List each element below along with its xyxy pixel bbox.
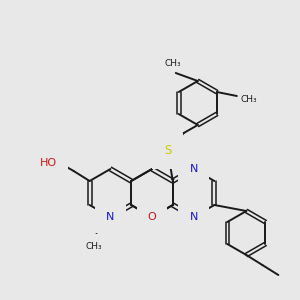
Text: N: N — [106, 212, 115, 222]
Text: N: N — [189, 212, 198, 222]
Text: S: S — [164, 145, 172, 158]
Text: CH₃: CH₃ — [85, 242, 102, 251]
Text: HO: HO — [40, 158, 57, 168]
Text: CH₃: CH₃ — [241, 94, 257, 103]
Text: N: N — [189, 164, 198, 174]
Text: O: O — [148, 212, 156, 222]
Text: CH₃: CH₃ — [164, 59, 181, 68]
